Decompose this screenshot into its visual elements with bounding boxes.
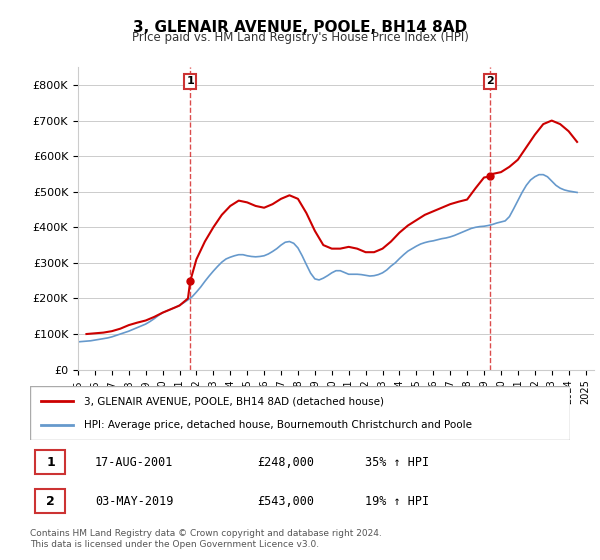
Text: 1: 1 <box>186 76 194 86</box>
FancyBboxPatch shape <box>35 489 65 513</box>
FancyBboxPatch shape <box>35 450 65 474</box>
Text: Price paid vs. HM Land Registry's House Price Index (HPI): Price paid vs. HM Land Registry's House … <box>131 31 469 44</box>
Text: 1: 1 <box>46 455 55 469</box>
Text: £248,000: £248,000 <box>257 455 314 469</box>
Text: £543,000: £543,000 <box>257 494 314 508</box>
Text: 2: 2 <box>487 76 494 86</box>
Text: 3, GLENAIR AVENUE, POOLE, BH14 8AD: 3, GLENAIR AVENUE, POOLE, BH14 8AD <box>133 20 467 35</box>
Text: Contains HM Land Registry data © Crown copyright and database right 2024.
This d: Contains HM Land Registry data © Crown c… <box>30 529 382 549</box>
Text: 3, GLENAIR AVENUE, POOLE, BH14 8AD (detached house): 3, GLENAIR AVENUE, POOLE, BH14 8AD (deta… <box>84 396 384 407</box>
Text: 03-MAY-2019: 03-MAY-2019 <box>95 494 173 508</box>
Text: HPI: Average price, detached house, Bournemouth Christchurch and Poole: HPI: Average price, detached house, Bour… <box>84 419 472 430</box>
FancyBboxPatch shape <box>30 386 570 440</box>
Text: 35% ↑ HPI: 35% ↑ HPI <box>365 455 429 469</box>
Text: 19% ↑ HPI: 19% ↑ HPI <box>365 494 429 508</box>
Text: 17-AUG-2001: 17-AUG-2001 <box>95 455 173 469</box>
Text: 2: 2 <box>46 494 55 508</box>
